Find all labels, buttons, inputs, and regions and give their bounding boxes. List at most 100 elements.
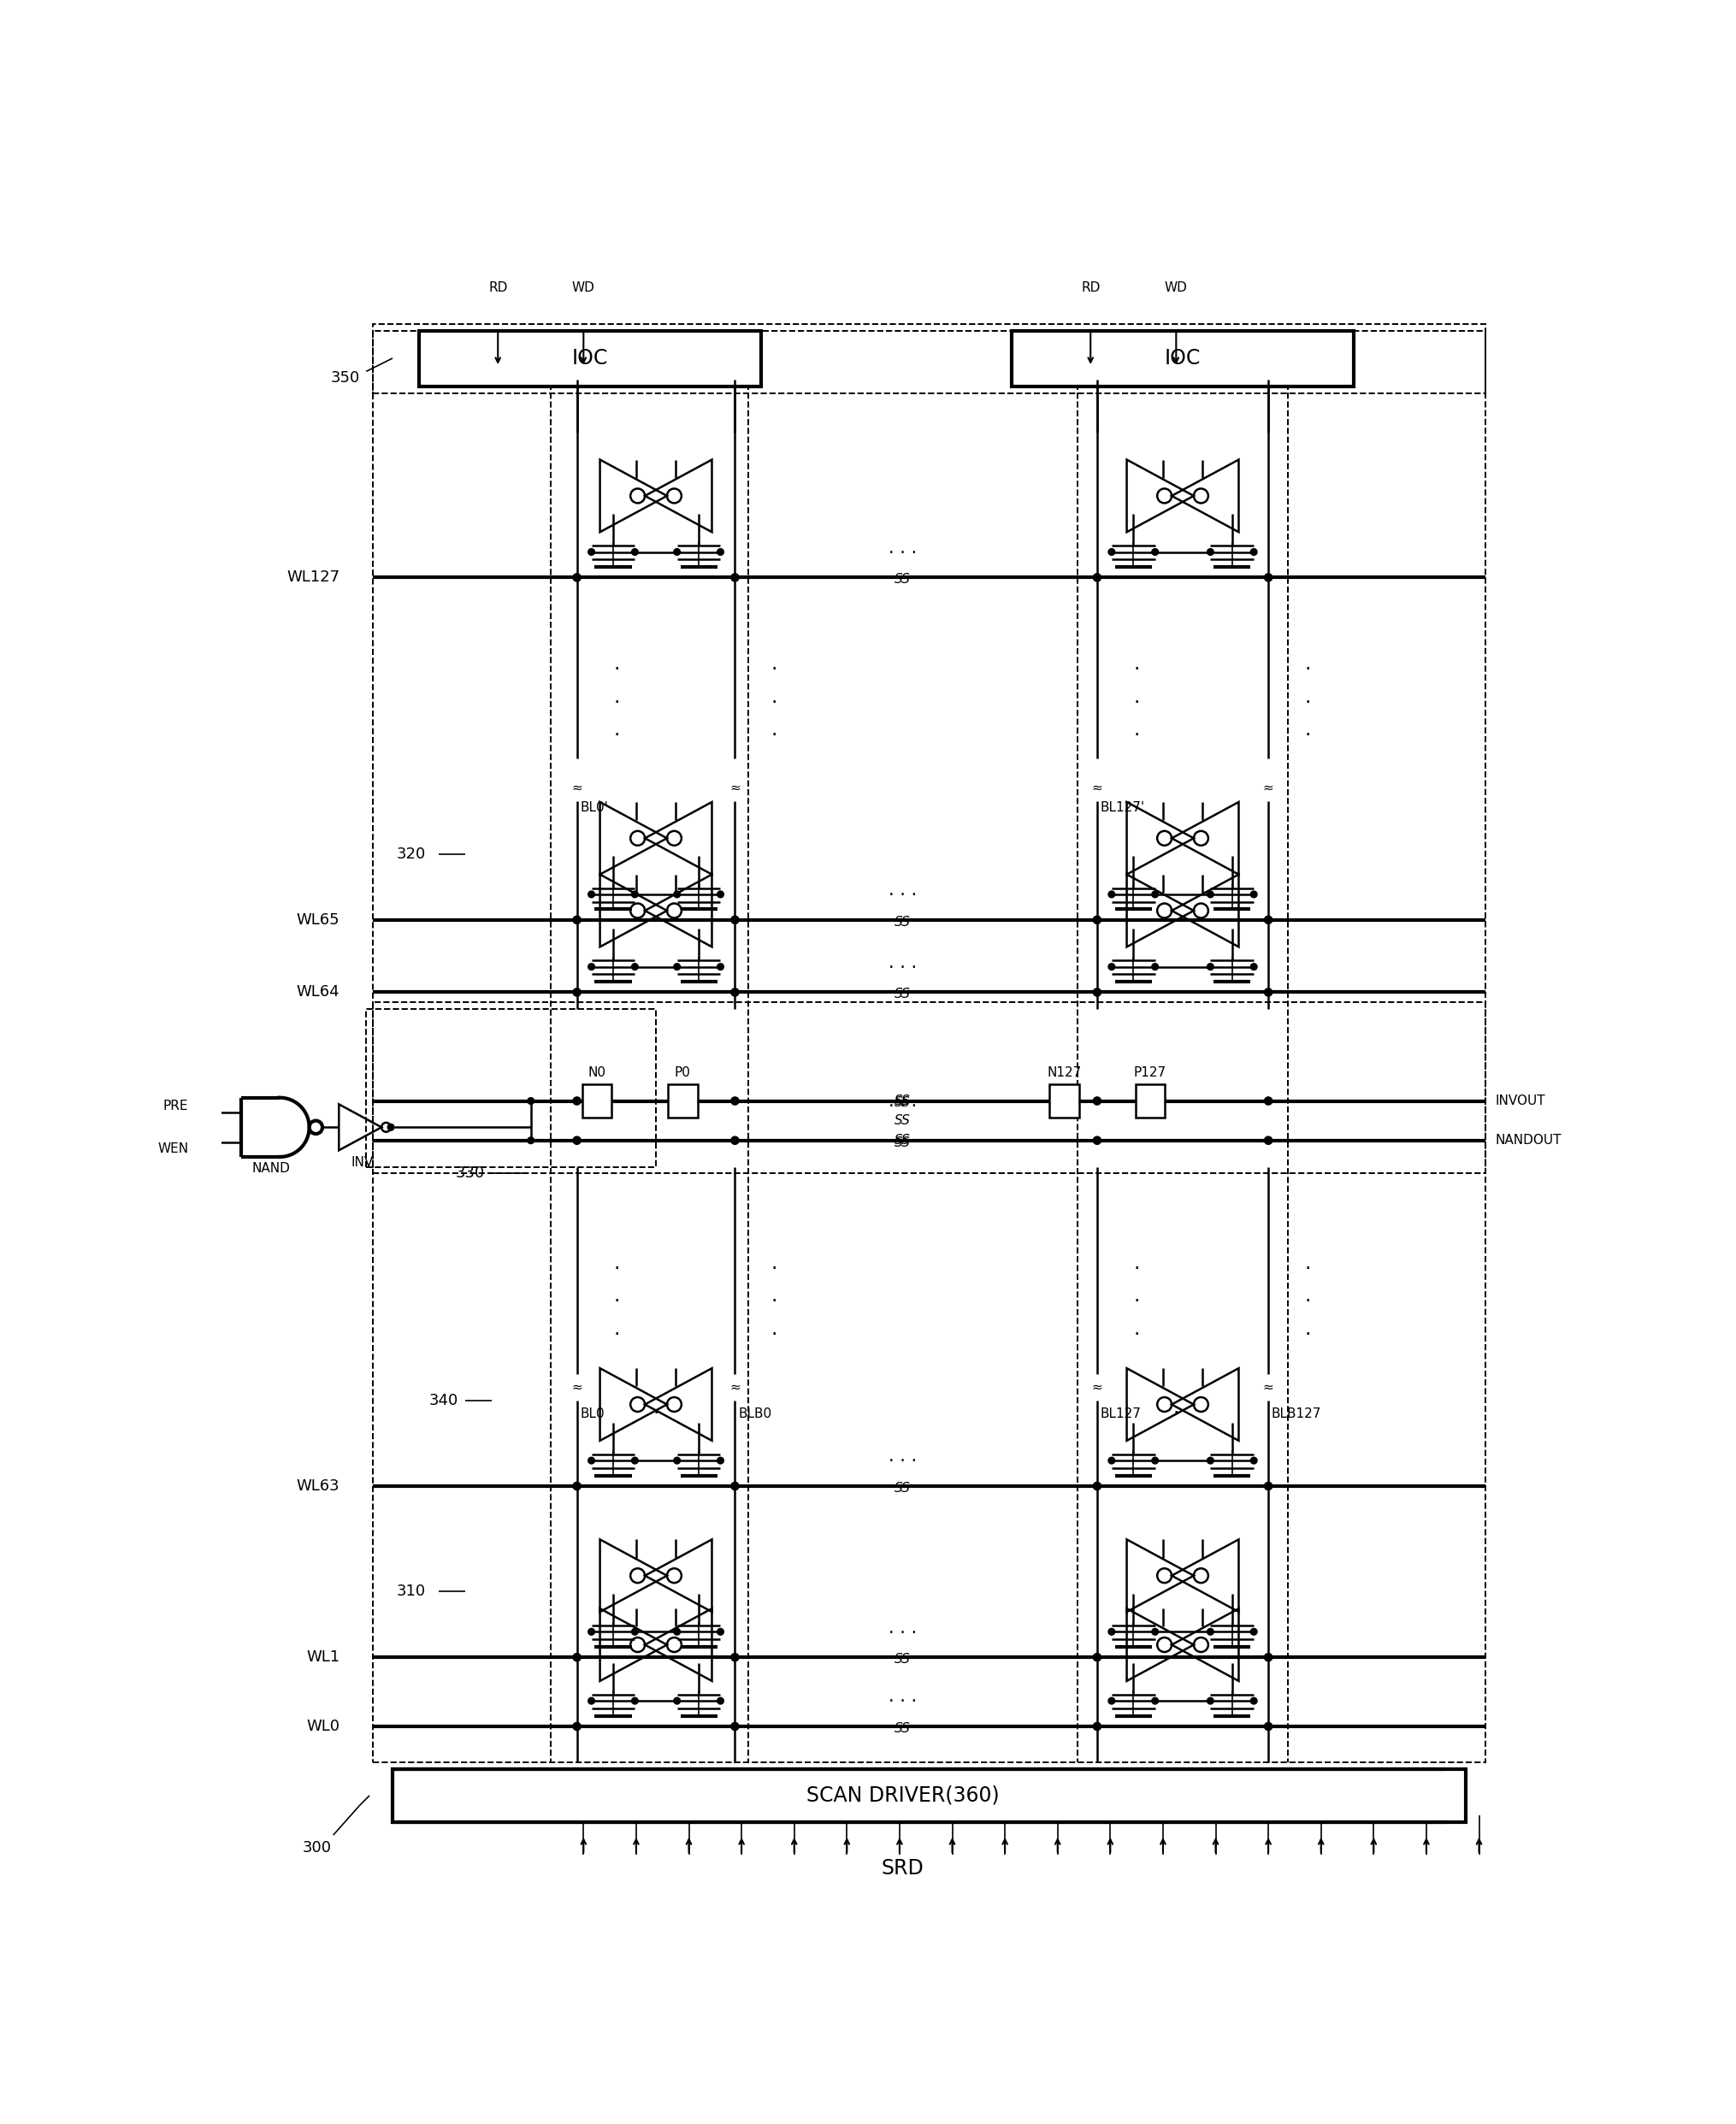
Circle shape bbox=[589, 1697, 595, 1703]
Text: . . .: . . . bbox=[889, 881, 917, 898]
Text: ·: · bbox=[1174, 1404, 1179, 1423]
Text: . . .: . . . bbox=[889, 1618, 917, 1635]
Text: SS: SS bbox=[894, 1483, 911, 1495]
Circle shape bbox=[589, 1457, 595, 1463]
Circle shape bbox=[674, 1457, 681, 1463]
Text: ·: · bbox=[1305, 724, 1311, 746]
Text: ·: · bbox=[613, 1325, 620, 1344]
Text: . . .: . . . bbox=[889, 539, 917, 556]
Circle shape bbox=[1264, 1483, 1272, 1491]
Text: SS: SS bbox=[894, 1652, 911, 1665]
Circle shape bbox=[1264, 988, 1272, 996]
Text: 330: 330 bbox=[455, 1166, 484, 1181]
Circle shape bbox=[1264, 1652, 1272, 1661]
Circle shape bbox=[1094, 1723, 1101, 1731]
Circle shape bbox=[1151, 892, 1158, 898]
Circle shape bbox=[717, 892, 724, 898]
Circle shape bbox=[1250, 548, 1257, 554]
Circle shape bbox=[589, 548, 595, 554]
Text: WL1: WL1 bbox=[307, 1650, 340, 1665]
Text: IOC: IOC bbox=[571, 348, 608, 367]
Circle shape bbox=[1264, 1096, 1272, 1104]
Circle shape bbox=[1250, 1629, 1257, 1635]
Text: BL127: BL127 bbox=[1101, 1408, 1141, 1421]
Text: WD: WD bbox=[1165, 280, 1187, 295]
Circle shape bbox=[1207, 548, 1213, 554]
Circle shape bbox=[632, 1629, 639, 1635]
Text: . . .: . . . bbox=[889, 1092, 917, 1109]
Text: 320: 320 bbox=[396, 845, 425, 862]
Text: ·: · bbox=[613, 1291, 620, 1313]
Circle shape bbox=[717, 548, 724, 554]
Text: N0: N0 bbox=[589, 1066, 606, 1079]
Bar bbox=[582, 1085, 611, 1117]
Circle shape bbox=[1264, 1136, 1272, 1145]
Circle shape bbox=[1151, 548, 1158, 554]
Text: BL127': BL127' bbox=[1101, 801, 1146, 813]
Circle shape bbox=[1264, 915, 1272, 924]
Text: ·: · bbox=[1305, 658, 1311, 680]
Circle shape bbox=[632, 1457, 639, 1463]
Bar bbox=[418, 331, 762, 387]
Circle shape bbox=[1207, 1697, 1213, 1703]
Text: WL127: WL127 bbox=[286, 569, 340, 586]
Circle shape bbox=[1250, 1457, 1257, 1463]
Circle shape bbox=[717, 1629, 724, 1635]
Text: ·: · bbox=[613, 724, 620, 746]
Text: ·: · bbox=[1305, 1325, 1311, 1344]
Circle shape bbox=[632, 964, 639, 971]
Bar bbox=[373, 325, 1486, 393]
Circle shape bbox=[674, 1697, 681, 1703]
Text: RD: RD bbox=[488, 280, 507, 295]
Text: ·: · bbox=[771, 658, 778, 680]
Text: 300: 300 bbox=[302, 1842, 332, 1856]
Circle shape bbox=[589, 1629, 595, 1635]
Circle shape bbox=[1207, 1457, 1213, 1463]
Text: ·: · bbox=[613, 692, 620, 714]
Circle shape bbox=[1264, 1723, 1272, 1731]
Circle shape bbox=[1207, 892, 1213, 898]
Circle shape bbox=[1151, 1697, 1158, 1703]
Text: ·: · bbox=[1134, 1325, 1141, 1344]
Circle shape bbox=[528, 1136, 535, 1143]
Text: P0: P0 bbox=[674, 1066, 691, 1079]
Circle shape bbox=[1094, 1096, 1101, 1104]
Text: ·: · bbox=[1305, 692, 1311, 714]
Text: BL0': BL0' bbox=[580, 801, 608, 813]
Text: BLB127: BLB127 bbox=[1271, 1408, 1321, 1421]
Circle shape bbox=[589, 892, 595, 898]
Text: . . .: . . . bbox=[889, 954, 917, 971]
Circle shape bbox=[717, 964, 724, 971]
Text: NANDOUT: NANDOUT bbox=[1495, 1134, 1562, 1147]
Text: ·: · bbox=[613, 1260, 620, 1279]
Text: ·: · bbox=[613, 658, 620, 680]
Circle shape bbox=[674, 892, 681, 898]
Text: 340: 340 bbox=[429, 1393, 458, 1408]
Circle shape bbox=[1151, 1457, 1158, 1463]
Circle shape bbox=[1108, 964, 1115, 971]
Text: 310: 310 bbox=[396, 1585, 425, 1599]
Text: SS: SS bbox=[894, 1723, 911, 1735]
Circle shape bbox=[632, 548, 639, 554]
Circle shape bbox=[573, 573, 582, 582]
Text: SS: SS bbox=[894, 1096, 911, 1109]
Text: ·: · bbox=[1134, 724, 1141, 746]
Text: ≈: ≈ bbox=[1262, 782, 1274, 794]
Text: ·: · bbox=[1305, 1260, 1311, 1279]
Text: BL0: BL0 bbox=[580, 1408, 604, 1421]
Circle shape bbox=[632, 892, 639, 898]
Text: ·: · bbox=[771, 1325, 778, 1344]
Circle shape bbox=[1108, 548, 1115, 554]
Circle shape bbox=[1108, 1697, 1115, 1703]
Text: PRE: PRE bbox=[163, 1100, 189, 1113]
Bar bbox=[392, 1769, 1465, 1822]
Circle shape bbox=[731, 573, 740, 582]
Circle shape bbox=[674, 548, 681, 554]
Circle shape bbox=[1094, 988, 1101, 996]
Text: WL65: WL65 bbox=[297, 911, 340, 928]
Text: ≈: ≈ bbox=[571, 1381, 582, 1393]
Text: SS: SS bbox=[894, 1115, 911, 1128]
Text: NAND: NAND bbox=[252, 1162, 290, 1175]
Text: BLB0: BLB0 bbox=[738, 1408, 773, 1421]
Circle shape bbox=[674, 964, 681, 971]
